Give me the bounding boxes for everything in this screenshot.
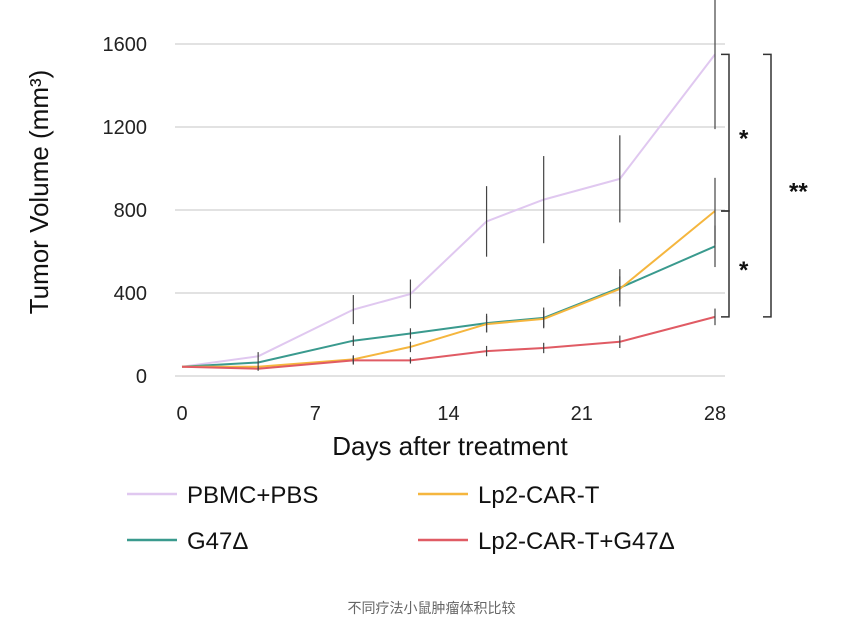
y-axis-ticks: 0 400 800 1200 1600 <box>103 34 148 388</box>
legend-item: Lp2-CAR-T <box>418 482 600 509</box>
series-line <box>182 210 716 368</box>
significance-bracket <box>721 210 730 318</box>
x-tick-label: 28 <box>704 403 726 425</box>
legend-label: G47Δ <box>187 528 248 555</box>
y-tick-label: 1200 <box>103 117 148 139</box>
x-tick-label: 14 <box>437 403 459 425</box>
series-lines <box>181 53 716 370</box>
legend-label: PBMC+PBS <box>187 482 318 509</box>
x-axis-title: Days after treatment <box>332 431 568 461</box>
legend-label: Lp2-CAR-T <box>478 482 600 509</box>
y-tick-label: 1600 <box>103 34 148 56</box>
legend-item: G47Δ <box>127 528 248 555</box>
x-axis-ticks: 0 7 14 21 28 <box>176 403 726 425</box>
x-tick-label: 21 <box>571 403 593 425</box>
y-axis-title: Tumor Volume (mm³) <box>24 70 54 315</box>
series-line <box>181 53 716 368</box>
legend-item: PBMC+PBS <box>127 482 318 509</box>
figure-caption: 不同疗法小鼠肿瘤体积比较 <box>347 601 516 617</box>
series-line <box>181 315 716 370</box>
y-tick-label: 0 <box>136 366 147 388</box>
x-tick-label: 0 <box>176 403 187 425</box>
y-tick-label: 400 <box>114 283 147 305</box>
x-tick-label: 7 <box>310 403 321 425</box>
legend: PBMC+PBS G47Δ Lp2-CAR-T Lp2-CAR-T+G47Δ <box>127 482 675 555</box>
significance-label: * <box>739 126 749 153</box>
error-bars <box>257 0 716 371</box>
legend-label: Lp2-CAR-T+G47Δ <box>478 528 675 555</box>
legend-item: Lp2-CAR-T+G47Δ <box>418 528 675 555</box>
gridlines <box>175 43 725 377</box>
significance-brackets: **** <box>721 53 808 318</box>
significance-label: * <box>739 257 749 284</box>
y-tick-label: 800 <box>114 200 147 222</box>
significance-label: ** <box>789 179 808 206</box>
series-line <box>181 245 716 368</box>
significance-bracket <box>721 53 730 212</box>
significance-bracket <box>763 53 772 318</box>
